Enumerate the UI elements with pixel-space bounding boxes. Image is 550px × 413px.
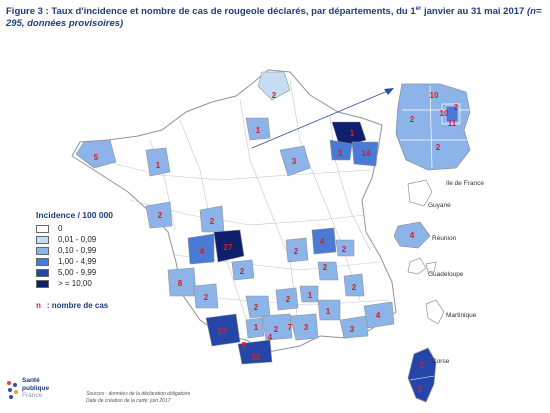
figure-title: Figure 3 : Taux d'incidence et nombre de… <box>6 6 542 30</box>
case-label: 2 <box>323 263 328 272</box>
case-label: 2 <box>254 303 259 312</box>
case-label: 4 <box>376 311 381 320</box>
legend-row: 0,10 - 0,99 <box>36 245 113 256</box>
corse-shape <box>407 347 437 403</box>
case-label: 2 <box>420 361 425 370</box>
case-labels: 2 1 5 1 3 3 14 1 2 2 4 27 8 2 2 2 2 2 2 … <box>94 91 459 394</box>
legend-swatch <box>36 279 49 288</box>
case-label: 2 <box>286 295 291 304</box>
case-label: 1 <box>326 307 331 316</box>
case-label: 2 <box>294 247 299 256</box>
case-label: 1 <box>256 126 261 135</box>
sources-note: Sources : données de la déclaration obli… <box>86 391 191 404</box>
case-label: 8 <box>178 279 183 288</box>
case-label: 11 <box>448 119 457 128</box>
reunion-label: Réunion <box>432 235 457 242</box>
legend-label: 5,00 - 9,99 <box>58 268 97 277</box>
case-label: 4 <box>320 237 325 246</box>
legend-row: 0 <box>36 223 113 234</box>
case-label: 1 <box>156 161 161 170</box>
legend: Incidence / 100 000 0 0,01 - 0,09 0,10 -… <box>36 210 113 310</box>
guyane-shape <box>407 179 433 207</box>
case-label: 1 <box>350 129 355 138</box>
guyane-label: Guyane <box>428 202 451 209</box>
martinique-label: Martinique <box>446 312 477 319</box>
case-label: 2 <box>272 91 277 100</box>
legend-note: n: nombre de cas <box>36 301 109 310</box>
case-label: 2 <box>410 115 415 124</box>
logo-dots-icon <box>7 381 18 399</box>
case-label: 21 <box>252 353 261 362</box>
legend-swatch <box>36 268 49 277</box>
case-label: 10 <box>430 91 439 100</box>
martinique-shape <box>425 299 445 325</box>
case-label: 5 <box>94 153 99 162</box>
case-label: 3 <box>292 157 297 166</box>
case-label: 3 <box>350 325 355 334</box>
case-label: 1 <box>308 291 313 300</box>
case-label: 4 <box>268 333 273 342</box>
ile-de-france-inset <box>395 83 471 171</box>
case-label: 2 <box>274 325 279 334</box>
corse-label: Corse <box>432 358 450 365</box>
case-label: 2 <box>352 283 357 292</box>
case-label: 2 <box>240 267 245 276</box>
case-label: 2 <box>454 103 459 112</box>
case-label: 2 <box>158 211 163 220</box>
case-label: 2 <box>210 217 215 226</box>
guadeloupe-label: Guadeloupe <box>428 271 464 278</box>
legend-row: > = 10,00 <box>36 278 113 289</box>
case-label: 23 <box>218 327 227 336</box>
case-label: 2 <box>204 293 209 302</box>
legend-label: 0,10 - 0,99 <box>58 246 97 255</box>
case-label: 2 <box>342 245 347 254</box>
case-label: 2 <box>436 143 441 152</box>
case-label: 4 <box>200 247 205 256</box>
legend-row: 1,00 - 4,99 <box>36 256 113 267</box>
case-label: 2 <box>418 385 423 394</box>
case-label: 5 <box>242 341 247 350</box>
case-label: 7 <box>288 323 293 332</box>
legend-swatch <box>36 224 49 233</box>
legend-swatch <box>36 235 49 244</box>
legend-row: 0,01 - 0,09 <box>36 234 113 245</box>
case-label: 10 <box>440 109 449 118</box>
legend-label: 1,00 - 4,99 <box>58 257 97 266</box>
case-label: 27 <box>224 243 233 252</box>
case-label: 3 <box>304 323 309 332</box>
legend-label: > = 10,00 <box>58 279 92 288</box>
case-label: 4 <box>410 231 415 240</box>
colored-departments <box>75 71 395 365</box>
legend-swatch <box>36 257 49 266</box>
case-label: 3 <box>338 149 343 158</box>
guadeloupe-shape <box>407 257 437 275</box>
case-label: 14 <box>362 149 371 158</box>
reunion-shape <box>393 221 431 249</box>
inset-arrow <box>251 89 391 149</box>
ile-de-france-label: Ile de France <box>446 180 484 187</box>
sante-publique-france-logo: Santé publique France <box>6 376 78 410</box>
legend-swatch <box>36 246 49 255</box>
france-mainland <box>71 69 397 353</box>
legend-row: 5,00 - 9,99 <box>36 267 113 278</box>
case-label: 1 <box>254 323 259 332</box>
legend-label: 0 <box>58 224 63 233</box>
legend-title: Incidence / 100 000 <box>36 210 114 220</box>
legend-label: 0,01 - 0,09 <box>58 235 97 244</box>
